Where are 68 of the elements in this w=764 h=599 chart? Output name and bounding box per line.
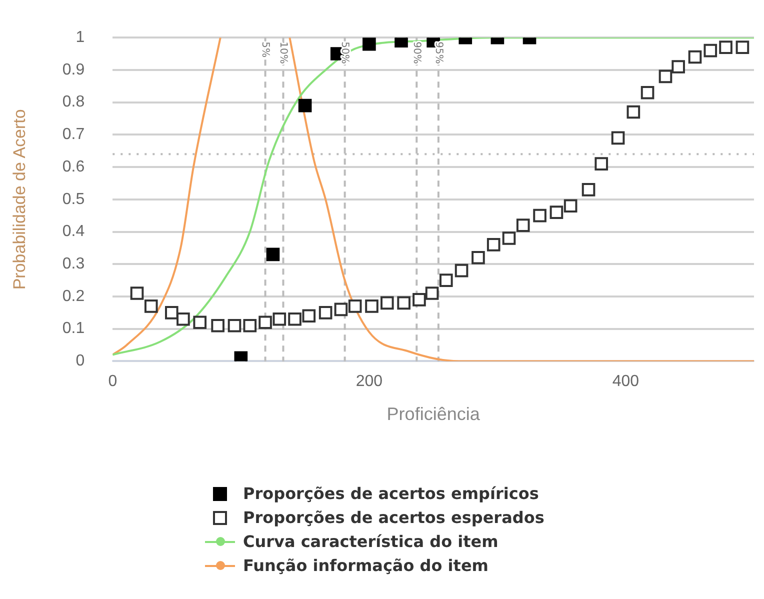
point (176, 312, 190, 326)
point (211, 318, 224, 332)
point (704, 44, 718, 58)
point (672, 60, 685, 74)
point (144, 300, 158, 313)
point (397, 296, 410, 310)
y-axis-title: Probabilidade de Acerto (10, 109, 29, 290)
y-tick-label: 0.2 (62, 288, 85, 305)
point (193, 316, 207, 330)
point (658, 70, 672, 84)
x-axis-title: Proficiência (386, 404, 481, 424)
legend-label: Proporções de acertos esperados (243, 507, 544, 529)
x-tick-label: 400 (612, 373, 640, 390)
y-tick-label: 0.6 (62, 158, 85, 176)
point (334, 302, 348, 316)
point (302, 309, 316, 323)
point (550, 206, 564, 219)
point (130, 286, 144, 300)
y-tick-label: 0.5 (62, 190, 85, 208)
point (348, 300, 362, 313)
annotation: 90% (411, 42, 422, 64)
annotation: 95% (432, 42, 444, 64)
y-tick-label: 0.9 (62, 61, 85, 78)
point (719, 40, 732, 54)
legend-label: Função informação do item (243, 555, 488, 577)
point (412, 293, 426, 306)
y-tick-label: 0.7 (62, 126, 85, 144)
point (454, 264, 468, 278)
point (380, 296, 394, 310)
point (486, 238, 500, 252)
point (298, 98, 312, 112)
point (164, 306, 178, 320)
point (582, 183, 596, 196)
point (243, 318, 257, 332)
point (688, 50, 702, 64)
point (266, 248, 280, 262)
point (425, 286, 439, 300)
y-tick-label: 0.8 (62, 94, 85, 111)
legend-label: Curva característica do item (243, 531, 498, 553)
y-tick-label: 0 (76, 352, 85, 370)
annotation: 5% (260, 42, 271, 58)
point (626, 105, 640, 119)
point (318, 306, 332, 320)
point (736, 40, 750, 54)
y-tick-label: 1 (76, 29, 85, 46)
annotation: 50% (339, 42, 350, 64)
annotation: 10% (278, 42, 289, 64)
point (362, 38, 376, 51)
point (272, 312, 286, 326)
point (288, 312, 302, 326)
point (502, 232, 516, 245)
y-tick-label: 0.3 (62, 256, 85, 273)
point (533, 208, 546, 222)
point (365, 300, 378, 313)
point (611, 131, 625, 145)
legend-label: Proporções de acertos empíricos (243, 483, 539, 505)
y-tick-label: 0.1 (62, 320, 85, 338)
point (640, 86, 654, 100)
point (439, 274, 453, 287)
x-tick-label: 0 (108, 373, 118, 390)
point (228, 318, 242, 332)
point (472, 250, 485, 264)
point (564, 199, 578, 213)
point (516, 218, 530, 232)
point (594, 157, 608, 170)
x-tick-label: 200 (356, 373, 383, 390)
point (258, 316, 272, 330)
y-tick-label: 0.4 (62, 223, 85, 240)
